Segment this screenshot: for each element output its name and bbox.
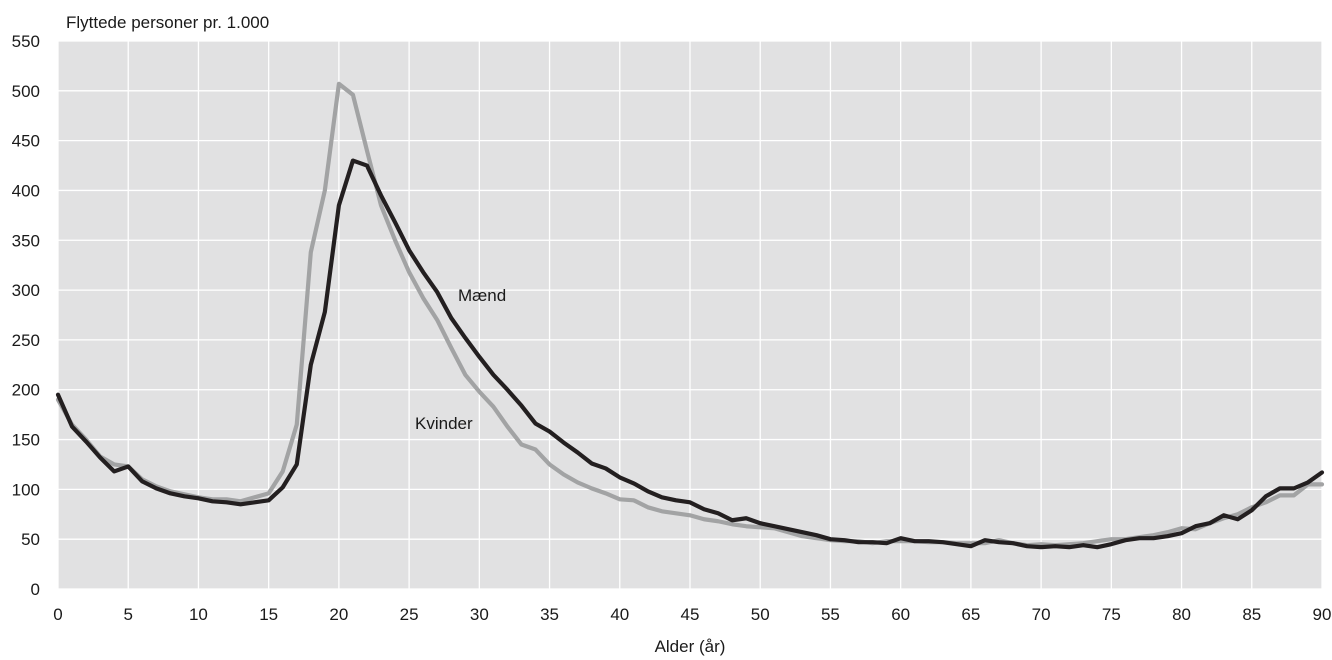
x-tick-label: 40 [610, 605, 629, 624]
y-tick-label: 150 [12, 431, 40, 450]
x-tick-label: 65 [961, 605, 980, 624]
x-tick-label: 70 [1032, 605, 1051, 624]
x-tick-label: 80 [1172, 605, 1191, 624]
x-tick-label: 30 [470, 605, 489, 624]
y-axis-ticks: 0 50 100 150 200 250 300 350 400 450 500 550 [12, 32, 40, 599]
y-tick-label: 250 [12, 331, 40, 350]
y-tick-label: 550 [12, 32, 40, 51]
x-tick-label: 75 [1102, 605, 1121, 624]
x-tick-label: 15 [259, 605, 278, 624]
x-tick-label: 10 [189, 605, 208, 624]
gridlines [57, 40, 1323, 590]
y-axis-title: Flyttede personer pr. 1.000 [66, 13, 269, 32]
x-tick-label: 45 [681, 605, 700, 624]
y-tick-label: 400 [12, 181, 40, 200]
x-tick-label: 85 [1242, 605, 1261, 624]
series-line-kvinder [55, 81, 1325, 548]
series-lines [55, 81, 1325, 550]
x-tick-label: 35 [540, 605, 559, 624]
series-line-maend [55, 158, 1325, 550]
y-tick-label: 300 [12, 281, 40, 300]
x-tick-label: 25 [400, 605, 419, 624]
y-tick-label: 50 [21, 530, 40, 549]
x-tick-label: 60 [891, 605, 910, 624]
series-label-kvinder: Kvinder [415, 414, 473, 433]
y-tick-label: 0 [31, 580, 40, 599]
x-axis-title: Alder (år) [655, 637, 726, 656]
x-tick-label: 5 [123, 605, 132, 624]
y-tick-label: 450 [12, 132, 40, 151]
x-tick-label: 55 [821, 605, 840, 624]
series-label-maend: Mænd [458, 286, 506, 305]
y-tick-label: 100 [12, 480, 40, 499]
x-tick-label: 20 [329, 605, 348, 624]
x-tick-label: 0 [53, 605, 62, 624]
y-tick-label: 200 [12, 381, 40, 400]
x-tick-label: 90 [1313, 605, 1332, 624]
x-axis-ticks: 0 5 10 15 20 25 30 35 40 45 50 55 60 65 70 75 80 85 90 [53, 605, 1331, 624]
y-tick-label: 350 [12, 231, 40, 250]
y-tick-label: 500 [12, 82, 40, 101]
x-tick-label: 50 [751, 605, 770, 624]
